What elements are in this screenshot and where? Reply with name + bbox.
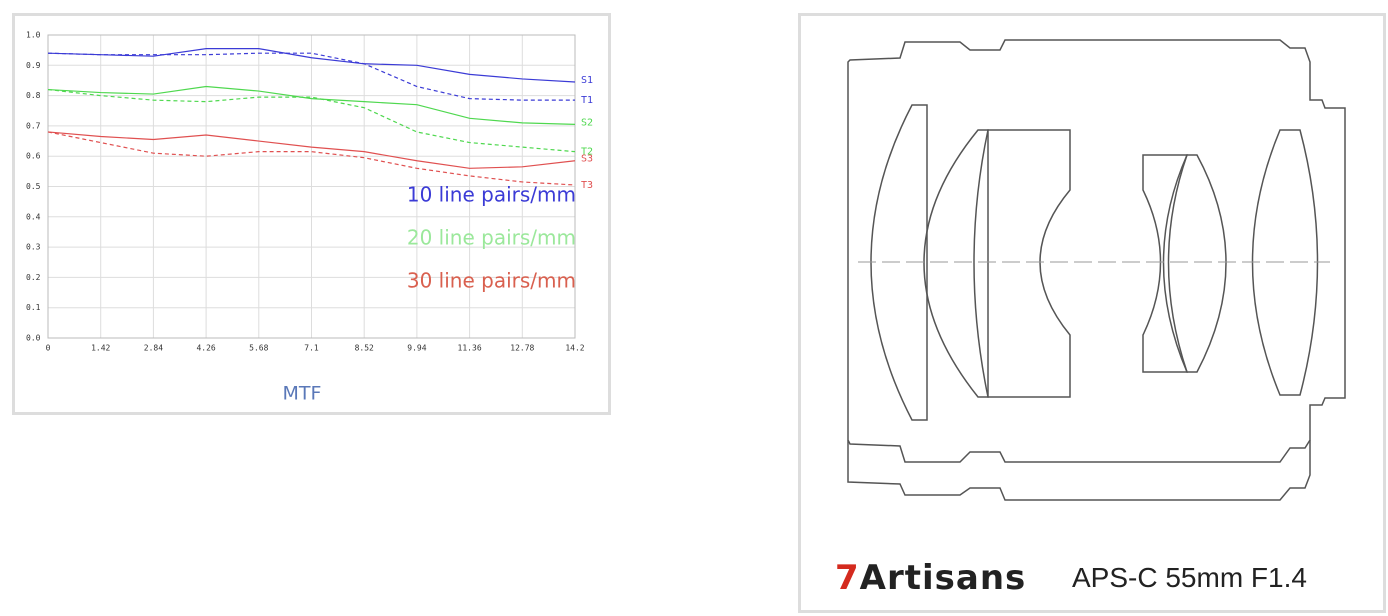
lens-element — [1167, 154, 1227, 373]
x-tick-label: 1.42 — [91, 344, 110, 353]
brand: 7Artisans — [835, 558, 1027, 598]
x-axis-label: MTF — [283, 383, 322, 405]
y-tick-label: 0.8 — [26, 91, 41, 100]
mtf-line — [47, 85, 576, 125]
plot-frame — [47, 34, 576, 339]
x-tick-label: 14.2 — [565, 344, 584, 353]
y-tick-label: 0.7 — [26, 121, 41, 130]
x-tick-label: 5.68 — [249, 344, 268, 353]
annotation: 10 line pairs/mm — [407, 183, 576, 207]
y-tick-label: 0.9 — [26, 61, 41, 70]
lens-panel — [798, 13, 1386, 613]
y-tick-label: 0.1 — [26, 303, 41, 312]
x-tick-label: 2.84 — [144, 344, 163, 353]
lens-element — [1251, 129, 1319, 396]
mtf-chart: MTF 0.0 0.1 0.2 0.3 0.4 0.5 0.6 0.7 0.8 0.9 1.0 0 1.… — [26, 31, 593, 405]
mtf-line — [47, 48, 576, 83]
x-tick-label: 9.94 — [407, 344, 426, 353]
x-tick-label: 4.26 — [196, 344, 215, 353]
x-tick-label: 12.78 — [510, 344, 534, 353]
annotation: 30 line pairs/mm — [407, 269, 576, 293]
series-label: T2 — [581, 147, 593, 158]
series-label: T1 — [581, 95, 593, 106]
y-tick-label: 0.0 — [26, 334, 41, 343]
x-tick-label: 8.52 — [355, 344, 374, 353]
y-tick-label: 0.6 — [26, 152, 41, 161]
y-tick-label: 0.5 — [26, 182, 41, 191]
series-label: S2 — [581, 117, 593, 128]
model: APS-C 55mm F1.4 — [1072, 562, 1307, 593]
lens-element — [870, 104, 928, 421]
lens-element — [1142, 154, 1189, 373]
y-tick-label: 0.3 — [26, 243, 41, 252]
annotation: 20 line pairs/mm — [407, 226, 576, 250]
series-label: S3 — [581, 154, 593, 165]
y-tick-label: 0.4 — [26, 212, 41, 221]
mtf-line — [47, 131, 576, 186]
x-tick-label: 7.1 — [304, 344, 319, 353]
mtf-line — [47, 131, 576, 169]
x-tick-label: 0 — [46, 344, 51, 353]
y-tick-label: 0.2 — [26, 273, 41, 282]
x-tick-label: 11.36 — [458, 344, 482, 353]
y-tick-label: 1.0 — [26, 31, 41, 40]
series-label: S1 — [581, 75, 593, 86]
mtf-line — [47, 52, 575, 101]
lens-element — [973, 129, 1071, 398]
lens-element — [923, 129, 989, 398]
lens-barrel — [847, 39, 1346, 463]
lens-outline-bottom — [847, 440, 1311, 501]
series-label: T3 — [581, 180, 593, 191]
